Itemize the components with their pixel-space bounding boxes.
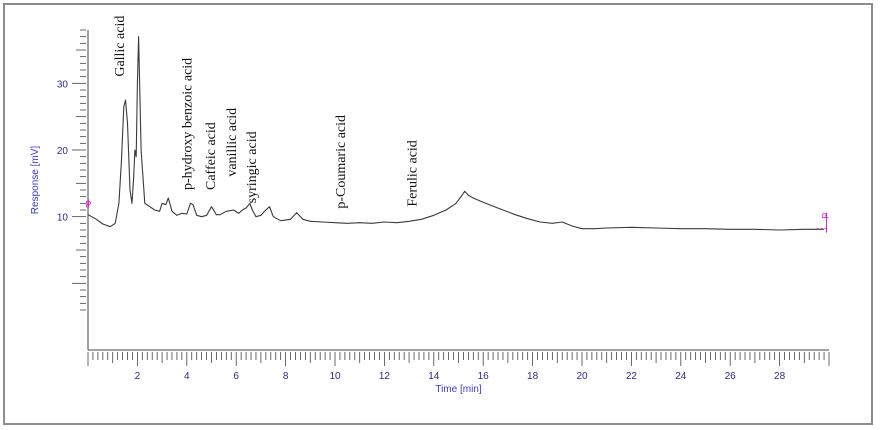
x-tick-label: 26 bbox=[725, 371, 737, 382]
peak-label: Gallic acid bbox=[113, 16, 128, 77]
peak-label: vanillic acid bbox=[225, 108, 240, 177]
x-tick-label: 2 bbox=[135, 371, 141, 382]
axes bbox=[87, 30, 829, 351]
y-tick-label: 30 bbox=[57, 79, 69, 90]
end-marker-label: P bbox=[821, 213, 831, 219]
y-tick-label: 10 bbox=[57, 213, 69, 224]
x-axis-title: Time [min] bbox=[435, 384, 482, 395]
peak-label: syringic acid bbox=[245, 131, 260, 203]
start-marker-label: P bbox=[85, 199, 91, 209]
x-tick-label: 20 bbox=[576, 371, 588, 382]
x-tick-label: 22 bbox=[626, 371, 638, 382]
x-tick-label: 12 bbox=[379, 371, 391, 382]
x-tick-label: 10 bbox=[329, 371, 341, 382]
peak-label: Caffeic acid bbox=[204, 122, 219, 190]
x-tick-label: 6 bbox=[233, 371, 239, 382]
x-tick-label: 4 bbox=[184, 371, 190, 382]
peak-label: p-Coumaric acid bbox=[334, 115, 349, 209]
y-axis-title: Response [mV] bbox=[30, 146, 41, 215]
x-tick-label: 14 bbox=[428, 371, 440, 382]
peak-label: Ferulic acid bbox=[406, 140, 421, 206]
x-tick-label: 18 bbox=[527, 371, 539, 382]
x-tick-label: 8 bbox=[283, 371, 289, 382]
x-tick-label: 28 bbox=[774, 371, 786, 382]
x-tick-label: 16 bbox=[478, 371, 490, 382]
y-tick-label: 20 bbox=[57, 146, 69, 157]
chart-frame: 2 4 6 8 10 12 14 16 18 20 22 24 26 28 10 20 30 Gallic ac… bbox=[3, 3, 873, 425]
integration-markers: PP bbox=[85, 199, 831, 233]
series-group bbox=[87, 36, 825, 231]
chromatogram-trace bbox=[87, 36, 825, 231]
peak-annotations: Gallic acid p-hydroxy benzoic acid Caffeic… bbox=[113, 16, 421, 209]
x-tick-label: 24 bbox=[675, 371, 687, 382]
peak-label: p-hydroxy benzoic acid bbox=[181, 58, 196, 190]
